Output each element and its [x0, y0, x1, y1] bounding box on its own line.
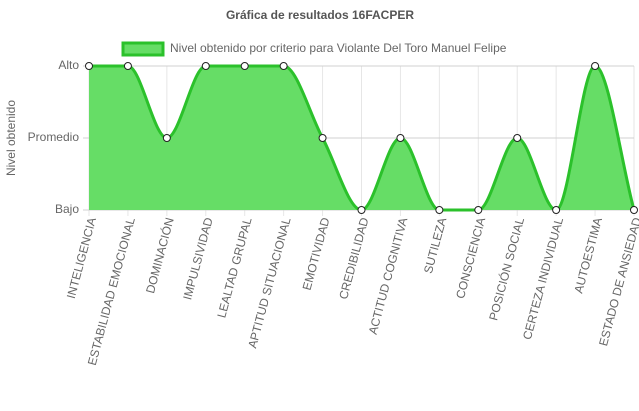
x-tick-label: CREDIBILIDAD	[336, 216, 371, 301]
point	[552, 206, 561, 214]
x-tick-label: SUTILEZA	[421, 216, 449, 275]
x-tick-label: APTITUD SITUACIONAL	[245, 216, 293, 350]
x-tick-label: CONSCIENCIA	[453, 216, 488, 300]
x-tick-label: POSICIÓN SOCIAL	[485, 215, 527, 322]
point	[162, 134, 171, 142]
chart-title: Gráfica de resultados 16FACPER	[226, 8, 414, 22]
y-tick-label: Bajo	[55, 202, 79, 216]
x-tick-label: ACTITUD COGNITIVA	[366, 216, 411, 336]
point	[123, 62, 132, 70]
x-tick-label: EMOTIVIDAD	[300, 216, 333, 292]
point	[318, 134, 327, 142]
x-tick-label: LEALTAD GRUPAL	[214, 216, 254, 320]
point	[279, 62, 288, 70]
point	[357, 206, 366, 214]
y-tick-label: Alto	[58, 58, 79, 72]
point	[630, 206, 638, 214]
point	[240, 62, 249, 70]
point	[201, 62, 210, 70]
point	[513, 134, 522, 142]
x-tick-label: INTELIGENCIA	[64, 216, 99, 300]
x-tick-label: IMPULSIVIDAD	[180, 216, 216, 302]
line	[89, 64, 636, 212]
y-axis-title: Nivel obtenido	[4, 100, 18, 176]
x-tick-label: DOMINACIÓN	[142, 216, 177, 295]
point	[396, 134, 405, 142]
legend-label: Nivel obtenido por criterio para Violant…	[170, 41, 507, 55]
point	[591, 62, 600, 70]
point	[474, 206, 483, 214]
y-tick-label: Promedio	[28, 130, 80, 144]
x-tick-label: ESTADO DE ANSIEDAD	[596, 216, 639, 348]
legend-swatch	[121, 41, 165, 57]
point	[85, 62, 93, 70]
x-tick-label: AUTOESTIMA	[571, 216, 605, 295]
point	[435, 206, 444, 214]
x-tick-label: CERTEZA INDIVIDUAL	[520, 216, 566, 341]
